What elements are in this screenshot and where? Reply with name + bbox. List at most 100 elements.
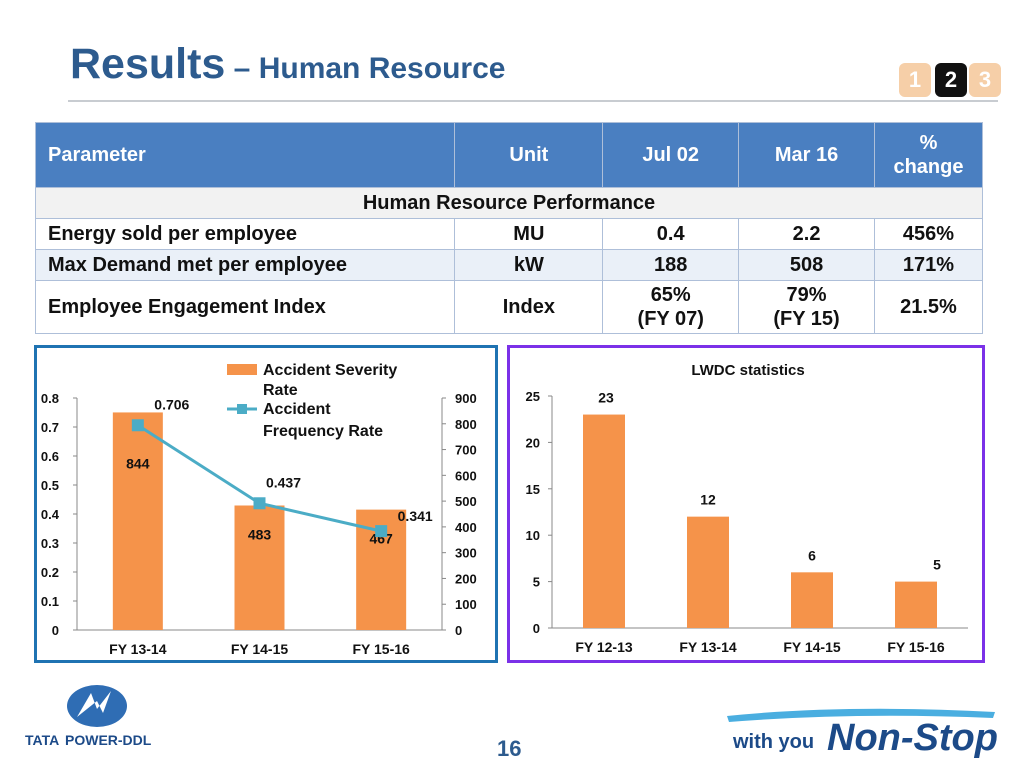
frequency-point [131, 419, 144, 432]
x-tick-label: FY 13-14 [109, 641, 167, 657]
cell-jul02-note: (FY 07) [637, 308, 704, 330]
left-tick-label: 0 [52, 623, 59, 638]
cell-unit: kW [454, 249, 604, 281]
left-tick-label: 0.3 [41, 536, 59, 551]
lwdc-bar [895, 581, 937, 628]
section-title: Human Resource Performance [35, 187, 983, 219]
frequency-point-label: 0.341 [398, 508, 433, 524]
results-table: Parameter Unit Jul 02 Mar 16 % change Hu… [34, 122, 984, 334]
cell-change: 171% [873, 249, 984, 281]
table-row: Max Demand met per employee kW 188 508 1… [34, 249, 984, 281]
y-tick-label: 0 [533, 621, 540, 636]
nav-step-3[interactable]: 3 [969, 63, 1001, 97]
severity-bar-label: 844 [126, 455, 150, 471]
cell-jul02: 65% (FY 07) [602, 280, 740, 334]
cell-mar16: 2.2 [738, 218, 875, 250]
y-tick-label: 20 [526, 435, 540, 450]
right-tick-label: 0 [455, 623, 462, 638]
tagline-big: Non-Stop [827, 717, 998, 759]
x-tick-label: FY 14-15 [783, 639, 841, 655]
severity-bar-label: 483 [248, 526, 272, 542]
x-tick-label: FY 15-16 [352, 641, 410, 657]
logo-text-bold: TATA [25, 732, 59, 748]
header-jul02: Jul 02 [602, 122, 740, 188]
right-tick-label: 700 [455, 443, 477, 458]
left-tick-label: 0.4 [41, 507, 60, 522]
x-tick-label: FY 14-15 [231, 641, 289, 657]
right-tick-label: 800 [455, 417, 477, 432]
cell-change: 21.5% [873, 280, 984, 334]
left-tick-label: 0.7 [41, 420, 59, 435]
lwdc-bar [791, 572, 833, 628]
chart-title: LWDC statistics [691, 362, 804, 379]
accident-chart-panel: 0 0.1 0.2 0.3 0.4 0.5 0.6 0.7 0.8 0 100 200 300 400 50… [34, 345, 498, 663]
legend-bar-swatch [227, 364, 257, 375]
cell-mar16-value: 79% [786, 284, 827, 306]
left-tick-label: 0.8 [41, 391, 59, 406]
tagline-small: with you [732, 731, 814, 753]
logo-text: POWER-DDL [65, 732, 152, 748]
cell-unit: Index [454, 280, 604, 334]
left-tick-label: 0.5 [41, 478, 59, 493]
cell-jul02: 188 [602, 249, 740, 281]
table-header-row: Parameter Unit Jul 02 Mar 16 % change [34, 122, 984, 188]
lwdc-chart: LWDC statistics 0 5 10 15 20 25 23 FY 12-13 12 FY … [526, 362, 968, 655]
x-tick-label: FY 12-13 [575, 639, 633, 655]
cell-unit: MU [454, 218, 604, 250]
cell-change: 456% [873, 218, 984, 250]
accident-chart: 0 0.1 0.2 0.3 0.4 0.5 0.6 0.7 0.8 0 100 200 300 400 50… [41, 362, 477, 657]
right-tick-label: 600 [455, 468, 477, 483]
y-tick-label: 15 [526, 482, 540, 497]
nav-step-1[interactable]: 1 [899, 63, 931, 97]
right-tick-label: 400 [455, 520, 477, 535]
header-unit: Unit [454, 122, 604, 188]
severity-bar [112, 412, 163, 630]
x-tick-label: FY 13-14 [679, 639, 737, 655]
legend-severity-line2: Rate [263, 382, 298, 399]
frequency-point [375, 525, 388, 538]
lwdc-bar-label: 5 [933, 557, 941, 573]
cell-mar16-note: (FY 15) [773, 308, 840, 330]
header-change: % change [873, 122, 984, 188]
left-tick-label: 0.2 [41, 565, 59, 580]
slide-title: Results – Human Resource [70, 40, 505, 89]
lwdc-bar [583, 414, 625, 628]
title-main: Results [70, 40, 226, 88]
cell-jul02: 0.4 [602, 218, 740, 250]
cell-parameter: Max Demand met per employee [34, 249, 456, 281]
logo-emblem-icon: TATA POWER-DDL [25, 685, 152, 748]
cell-mar16: 79% (FY 15) [738, 280, 875, 334]
frequency-point-label: 0.706 [154, 396, 189, 412]
page-number: 16 [497, 736, 522, 761]
lwdc-bar-label: 23 [598, 390, 614, 406]
right-tick-label: 900 [455, 391, 477, 406]
left-tick-label: 0.1 [41, 594, 59, 609]
y-tick-label: 10 [526, 528, 540, 543]
title-sub: – Human Resource [225, 52, 506, 85]
right-tick-label: 100 [455, 597, 477, 612]
table-row: Energy sold per employee MU 0.4 2.2 456% [34, 218, 984, 250]
right-tick-label: 500 [455, 494, 477, 509]
legend-line-marker [237, 404, 247, 414]
right-tick-label: 300 [455, 546, 477, 561]
header-change-line2: change [893, 156, 964, 178]
lwdc-chart-panel: LWDC statistics 0 5 10 15 20 25 23 FY 12-13 12 FY … [507, 345, 985, 663]
tagline: with you Non-Stop [725, 702, 1015, 767]
legend-severity-line1: Accident Severity [263, 362, 397, 379]
cell-parameter: Employee Engagement Index [34, 280, 456, 334]
y-tick-label: 25 [526, 389, 540, 404]
tata-power-logo: TATA POWER-DDL [25, 683, 175, 758]
y-tick-label: 5 [533, 575, 540, 590]
x-tick-label: FY 15-16 [887, 639, 945, 655]
table-section-row: Human Resource Performance [35, 187, 983, 219]
header-parameter: Parameter [34, 122, 456, 188]
frequency-point [253, 497, 266, 510]
cell-mar16: 508 [738, 249, 875, 281]
nav-step-2[interactable]: 2 [935, 63, 967, 97]
legend-frequency-line1: Accident [263, 401, 331, 418]
header-change-line1: % [919, 132, 938, 154]
lwdc-bar-label: 12 [700, 492, 716, 508]
right-tick-label: 200 [455, 571, 477, 586]
left-tick-label: 0.6 [41, 449, 59, 464]
table-row: Employee Engagement Index Index 65% (FY … [34, 280, 984, 334]
